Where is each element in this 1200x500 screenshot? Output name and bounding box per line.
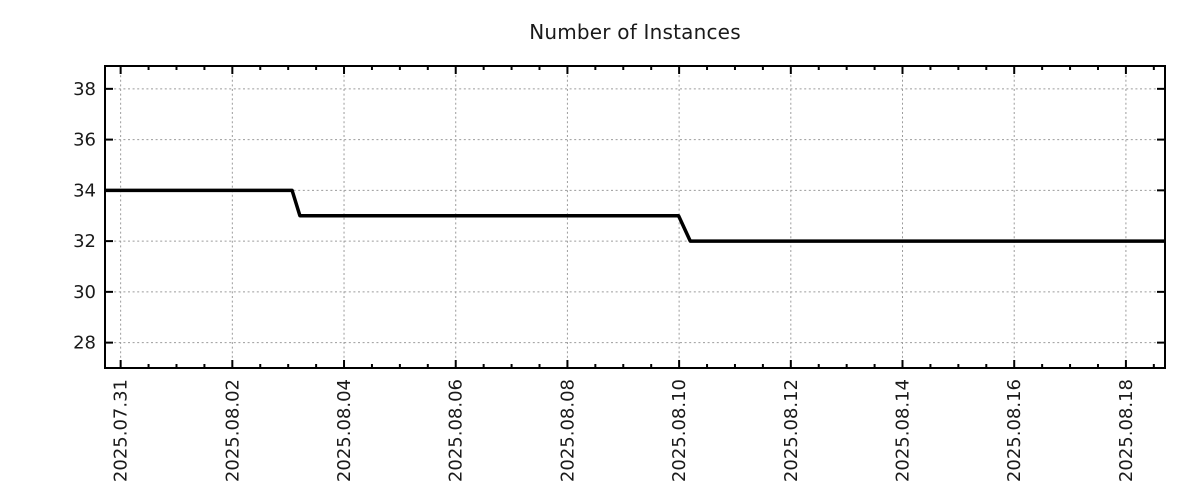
series-line [105,188,1165,243]
y-tick-label: 34 [73,180,96,201]
y-tick-label: 28 [73,333,96,354]
plot-border [104,65,1166,369]
y-tick-label: 36 [73,130,96,151]
x-tick-label: 2025.08.04 [334,379,355,482]
x-tick-label: 2025.08.12 [781,379,802,482]
x-tick-label: 2025.08.18 [1116,379,1137,482]
y-tick-label: 30 [73,282,96,303]
x-tick-label: 2025.07.31 [111,379,132,482]
y-tick-label: 32 [73,231,96,252]
chart-title: Number of Instances [529,20,741,44]
x-tick-labels: 2025.07.31 2025.08.02 2025.08.04 2025.08.06… [111,379,1137,482]
y-tick-label: 38 [73,79,96,100]
y-tick-labels: 28 30 32 34 36 38 [73,79,96,354]
x-tick-label: 2025.08.08 [557,379,578,482]
x-tick-label: 2025.08.14 [893,379,914,482]
x-tick-label: 2025.08.06 [446,379,467,482]
x-tick-label: 2025.08.10 [669,379,690,482]
x-tick-label: 2025.08.02 [222,379,243,482]
x-tick-label: 2025.08.16 [1004,379,1025,482]
